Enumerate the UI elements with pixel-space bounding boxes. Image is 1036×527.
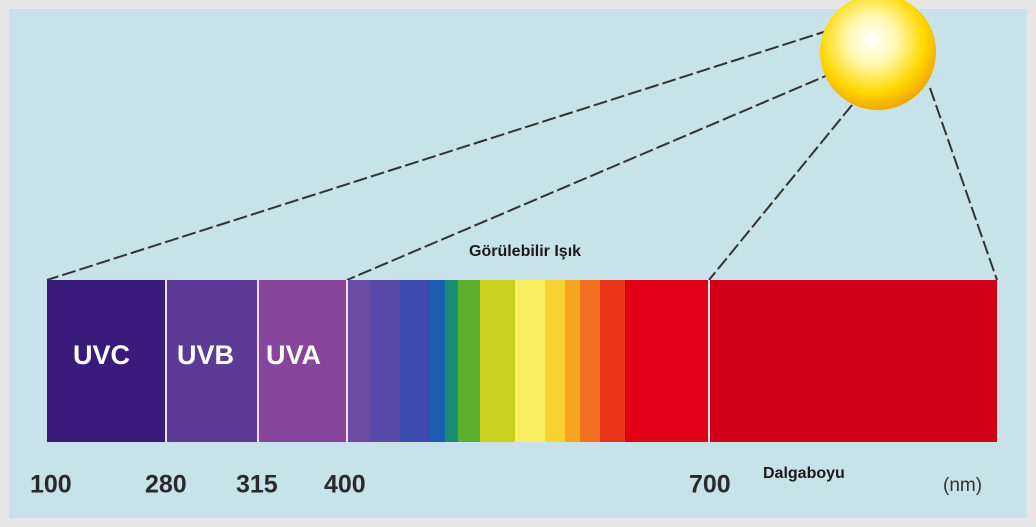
unit-label: (nm) — [943, 475, 982, 496]
visible-segment — [545, 280, 565, 442]
visible-segment — [458, 280, 480, 442]
visible-segment — [430, 280, 445, 442]
visible-segment — [480, 280, 515, 442]
band-label: UVC — [73, 340, 130, 370]
axis-label: Dalgaboyu — [763, 465, 845, 482]
uvc-segment — [47, 280, 166, 442]
tick-label: 315 — [236, 471, 278, 499]
visible-segment — [445, 280, 458, 442]
band-label: UVA — [266, 340, 321, 370]
rays — [46, 29, 998, 281]
spectrum — [47, 280, 997, 442]
visible-segment — [565, 280, 580, 442]
visible-segment — [515, 280, 545, 442]
visible-segment — [600, 280, 625, 442]
visible-label: Görülebilir Işık — [469, 243, 581, 260]
visible-segment — [347, 280, 370, 442]
tick-label: 700 — [689, 471, 731, 499]
visible-segment — [400, 280, 430, 442]
band-label: UVB — [177, 340, 234, 370]
ray — [46, 29, 831, 281]
ir-segment — [709, 280, 997, 442]
tick-label: 400 — [324, 471, 366, 499]
tick-label: 100 — [30, 471, 72, 499]
ray — [708, 104, 853, 281]
visible-segment — [625, 280, 709, 442]
sun — [820, 0, 936, 110]
uvb-segment — [166, 280, 258, 442]
uva-segment — [258, 280, 347, 442]
visible-segment — [370, 280, 400, 442]
tick-label: 280 — [145, 471, 187, 499]
visible-segment — [580, 280, 600, 442]
dividers — [165, 280, 710, 442]
ray — [346, 71, 836, 281]
ray — [929, 87, 998, 281]
